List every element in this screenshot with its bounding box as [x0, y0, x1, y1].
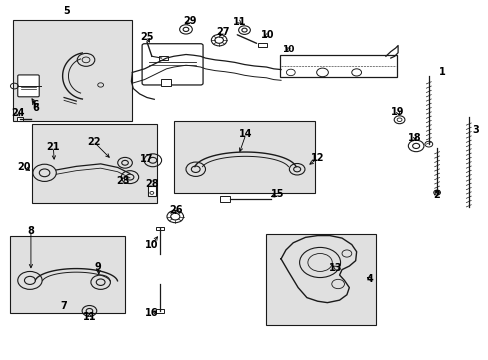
FancyBboxPatch shape	[17, 117, 23, 121]
Text: 8: 8	[27, 226, 34, 236]
Text: 11: 11	[232, 17, 246, 27]
Text: 15: 15	[270, 189, 284, 199]
Text: 29: 29	[183, 16, 196, 26]
Text: 20: 20	[17, 162, 31, 172]
Text: 10: 10	[261, 30, 274, 40]
Circle shape	[433, 190, 440, 195]
FancyBboxPatch shape	[159, 56, 167, 60]
FancyBboxPatch shape	[258, 43, 266, 46]
Text: 27: 27	[215, 27, 229, 37]
Text: 18: 18	[407, 133, 421, 143]
Bar	[173, 121, 315, 193]
Text: 6: 6	[32, 103, 39, 113]
Text: 4: 4	[366, 274, 373, 284]
Text: 1: 1	[438, 67, 445, 77]
Text: 25: 25	[140, 32, 153, 41]
Text: 7: 7	[61, 301, 67, 311]
Bar	[160, 79, 171, 86]
Text: 2: 2	[432, 190, 439, 200]
Text: 6: 6	[33, 100, 39, 109]
FancyBboxPatch shape	[279, 55, 396, 77]
Bar	[32, 125, 157, 203]
Text: 11: 11	[82, 312, 96, 322]
FancyBboxPatch shape	[18, 75, 39, 97]
Text: 12: 12	[310, 153, 324, 163]
FancyBboxPatch shape	[142, 44, 203, 85]
Text: 24: 24	[11, 108, 24, 118]
Text: 26: 26	[169, 206, 183, 216]
FancyBboxPatch shape	[220, 197, 229, 202]
Text: 10: 10	[145, 239, 158, 249]
Bar	[13, 21, 132, 121]
Text: 22: 22	[87, 138, 101, 147]
Circle shape	[424, 141, 432, 147]
Text: 10: 10	[282, 45, 294, 54]
Text: 9: 9	[95, 262, 102, 272]
FancyBboxPatch shape	[156, 309, 163, 313]
Bar	[148, 186, 156, 196]
Text: 23: 23	[116, 176, 129, 186]
Text: 17: 17	[140, 154, 153, 164]
Bar	[10, 235, 125, 313]
Text: 13: 13	[329, 263, 342, 273]
Text: 14: 14	[239, 129, 252, 139]
Text: 3: 3	[472, 125, 479, 135]
FancyBboxPatch shape	[156, 226, 163, 230]
Text: 16: 16	[145, 309, 158, 318]
Text: 5: 5	[63, 6, 70, 17]
Text: 21: 21	[46, 142, 60, 152]
Bar	[266, 234, 375, 325]
Text: 19: 19	[390, 107, 404, 117]
Text: 28: 28	[145, 179, 158, 189]
